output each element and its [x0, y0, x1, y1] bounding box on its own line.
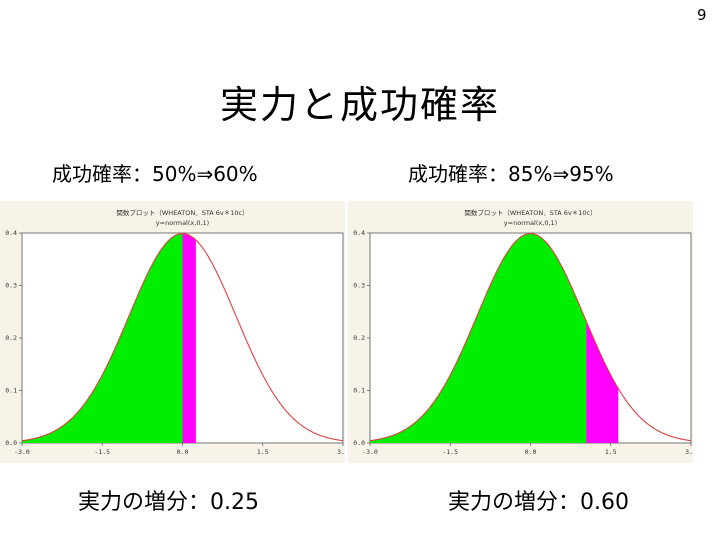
chart-title: 関数プロット（WHEATON．STA 6v＊10c） — [464, 208, 596, 217]
left-panel-heading: 成功確率：50%⇒60% — [52, 162, 258, 186]
left-panel-caption: 実力の増分：0.25 — [78, 490, 259, 515]
x-tick-label: 3.0 — [337, 448, 345, 456]
x-tick-label: 3.0 — [685, 448, 693, 456]
slide-title: 実力と成功確率 — [219, 83, 500, 127]
x-tick-label: 1.5 — [257, 448, 269, 456]
y-tick-label: 0.3 — [5, 282, 17, 290]
x-tick-label: 0.0 — [525, 448, 537, 456]
x-tick-label: -3.0 — [14, 448, 30, 456]
y-tick-label: 0.1 — [5, 387, 17, 395]
x-tick-label: -3.0 — [362, 448, 378, 456]
right-chart-svg: 関数プロット（WHEATON．STA 6v＊10c） y=normal(x,0,1… — [353, 208, 693, 456]
normal-curve-line — [21, 233, 344, 442]
magenta-area — [586, 321, 619, 443]
y-tick-label: 0.4 — [5, 229, 17, 237]
x-tick-label: 1.5 — [605, 448, 617, 456]
y-tick-label: 0.3 — [353, 282, 365, 290]
page-number: 9 — [697, 6, 707, 24]
x-tick-label: -1.5 — [442, 448, 458, 456]
y-tick-label: 0.2 — [5, 334, 17, 342]
y-tick-label: 0.4 — [353, 229, 365, 237]
right-panel-heading: 成功確率：85%⇒95% — [408, 162, 614, 186]
normal-curve-line — [369, 233, 692, 442]
x-tick-label: 0.0 — [177, 448, 189, 456]
y-tick-label: 0.0 — [353, 439, 365, 447]
y-tick-label: 0.2 — [353, 334, 365, 342]
y-tick-label: 0.0 — [5, 439, 17, 447]
chart-subtitle: y=normal(x,0,1) — [504, 219, 557, 227]
left-chart-svg: 関数プロット（WHEATON．STA 6v＊10c） y=normal(x,0,1… — [5, 208, 345, 456]
right-panel-caption: 実力の増分：0.60 — [448, 490, 629, 515]
right-normal-distribution-chart: 関数プロット（WHEATON．STA 6v＊10c） y=normal(x,0,1… — [348, 201, 693, 463]
chart-subtitle: y=normal(x,0,1) — [156, 219, 209, 227]
magenta-area — [182, 233, 196, 443]
y-tick-label: 0.1 — [353, 387, 365, 395]
x-tick-label: -1.5 — [94, 448, 110, 456]
left-normal-distribution-chart: 関数プロット（WHEATON．STA 6v＊10c） y=normal(x,0,1… — [0, 201, 345, 463]
green-area — [370, 233, 587, 443]
chart-title: 関数プロット（WHEATON．STA 6v＊10c） — [116, 208, 248, 217]
